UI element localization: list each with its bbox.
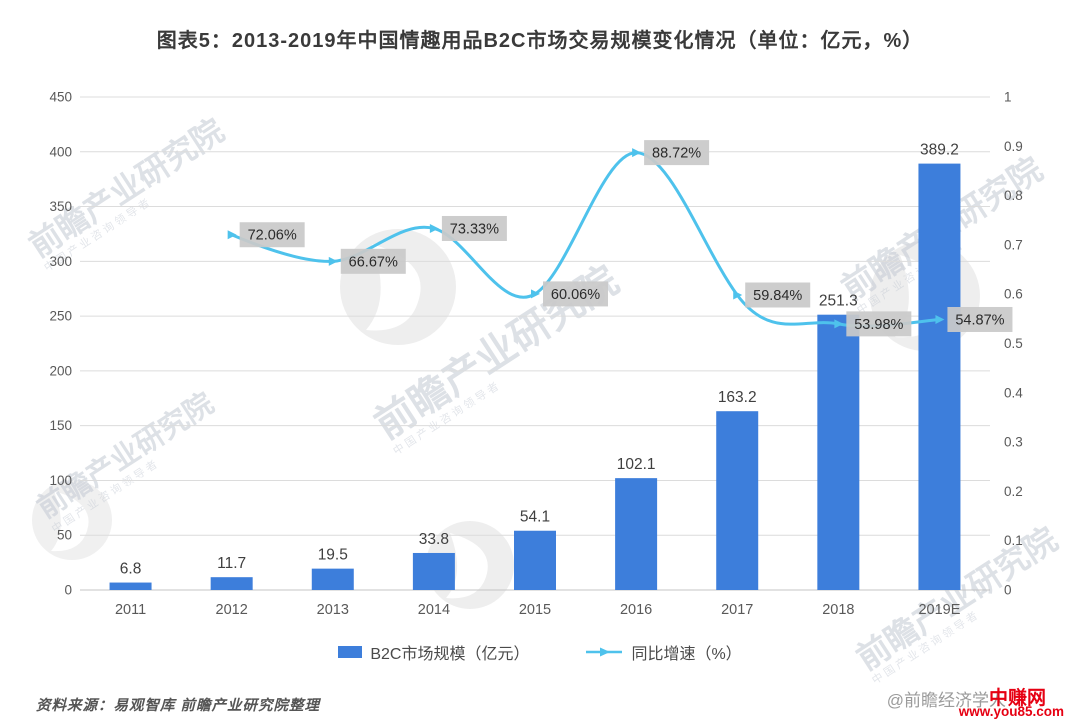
right-axis-tick: 0.8 xyxy=(1004,188,1023,203)
right-axis-tick: 1 xyxy=(1004,90,1012,105)
bar-value-label: 102.1 xyxy=(617,456,656,473)
bar xyxy=(210,577,253,590)
x-axis-label: 2019E xyxy=(918,602,960,618)
right-axis-tick: 0.3 xyxy=(1004,435,1023,450)
x-axis-label: 2016 xyxy=(620,602,652,618)
chart-title: 图表5：2013-2019年中国情趣用品B2C市场交易规模变化情况（单位：亿元，… xyxy=(156,30,924,52)
bar-value-label: 163.2 xyxy=(718,389,757,406)
legend-label: B2C市场规模（亿元） xyxy=(370,646,530,663)
left-axis-tick: 450 xyxy=(49,90,72,105)
right-axis-tick: 0.5 xyxy=(1004,336,1023,351)
bar xyxy=(514,530,556,590)
bar-value-label: 251.3 xyxy=(819,293,858,310)
line-marker xyxy=(531,289,540,299)
x-axis-label: 2015 xyxy=(519,602,551,618)
right-axis-tick: 0.7 xyxy=(1004,237,1023,252)
x-axis-label: 2014 xyxy=(418,602,450,618)
bar xyxy=(918,163,961,590)
right-axis-tick: 0.2 xyxy=(1004,484,1023,499)
legend-item-bar-series: B2C市场规模（亿元） xyxy=(338,640,529,664)
right-axis-tick: 0.1 xyxy=(1004,533,1023,548)
line-value-label: 66.67% xyxy=(349,254,398,270)
line-label-box xyxy=(644,140,710,166)
line-marker xyxy=(328,256,338,266)
chart-svg: 450 400 350 300 250 200 150 100 50 0 1 0.9 0.8 0.7 0.6… xyxy=(49,90,1023,619)
left-axis-tick: 300 xyxy=(49,254,72,269)
line-label-box xyxy=(441,215,507,241)
bar xyxy=(311,568,354,590)
line-value-label: 88.72% xyxy=(652,146,701,162)
left-axis-tick: 250 xyxy=(49,309,72,324)
x-axis-label: 2013 xyxy=(317,602,349,618)
bar-value-label: 19.5 xyxy=(318,547,348,564)
bar-value-label: 33.8 xyxy=(419,531,449,548)
line-swatch-icon xyxy=(586,647,623,657)
footer-right: @前瞻经济学人 中赚网 www.you85.com xyxy=(840,682,1070,726)
line-value-label: 72.06% xyxy=(248,228,297,244)
bar-value-label: 389.2 xyxy=(920,142,959,159)
legend-marker xyxy=(600,647,611,657)
line-marker xyxy=(632,148,642,158)
line-label-box xyxy=(846,311,912,337)
bar-swatch-icon xyxy=(338,646,363,658)
legend-item-line-series: 同比增速（%） xyxy=(585,640,742,664)
author-handle: @前瞻经济学人 xyxy=(886,691,1006,710)
bar xyxy=(412,552,455,590)
line-value-label: 54.87% xyxy=(955,312,1004,328)
line-label-box xyxy=(340,248,406,274)
line-marker xyxy=(227,230,237,240)
line-value-label: 60.06% xyxy=(551,287,600,303)
line-label-box xyxy=(543,281,608,307)
right-axis-tick: 0.9 xyxy=(1004,139,1023,154)
overlay-brand: 中赚网 xyxy=(988,688,1046,709)
source-note: 资料来源：易观智库 前瞻产业研究院整理 xyxy=(36,698,321,714)
left-axis-tick: 100 xyxy=(49,473,72,488)
overlay-url[interactable]: www.you85.com xyxy=(958,704,1064,719)
bar xyxy=(109,582,152,590)
line-label-box xyxy=(947,306,1013,332)
line-marker xyxy=(935,314,945,324)
left-axis-tick: 200 xyxy=(49,363,72,378)
right-axis-tick: 0.4 xyxy=(1004,385,1023,400)
chart-legend: B2C市场规模（亿元） 同比增速（%） xyxy=(0,640,1080,664)
x-axis-label: 2011 xyxy=(115,602,146,618)
line-value-label: 53.98% xyxy=(854,317,903,333)
right-axis-tick: 0.6 xyxy=(1004,287,1023,302)
line-marker xyxy=(429,223,439,233)
bar xyxy=(615,478,658,590)
right-axis-tick: 0 xyxy=(1004,583,1012,598)
left-axis-tick: 150 xyxy=(49,418,72,433)
legend-label: 同比增速（%） xyxy=(631,646,742,663)
line-marker xyxy=(834,319,844,329)
bar-value-label: 6.8 xyxy=(120,561,142,578)
left-axis-tick: 0 xyxy=(64,583,72,598)
bar-value-label: 54.1 xyxy=(520,509,550,526)
left-axis-tick: 350 xyxy=(49,199,72,214)
qianzhan-logo-icon xyxy=(32,480,112,560)
line-marker xyxy=(733,290,743,300)
line-label-box xyxy=(745,282,811,308)
bar xyxy=(817,314,860,590)
bar-value-label: 11.7 xyxy=(217,555,246,572)
x-axis-label: 2018 xyxy=(822,602,854,618)
line-label-box xyxy=(239,222,305,248)
left-axis-tick: 50 xyxy=(57,528,72,543)
bar xyxy=(716,411,759,590)
x-axis-label: 2012 xyxy=(216,602,248,618)
line-value-label: 73.33% xyxy=(450,221,499,237)
line-value-label: 59.84% xyxy=(753,288,802,304)
x-axis-label: 2017 xyxy=(721,602,753,618)
left-axis-tick: 400 xyxy=(49,144,72,159)
